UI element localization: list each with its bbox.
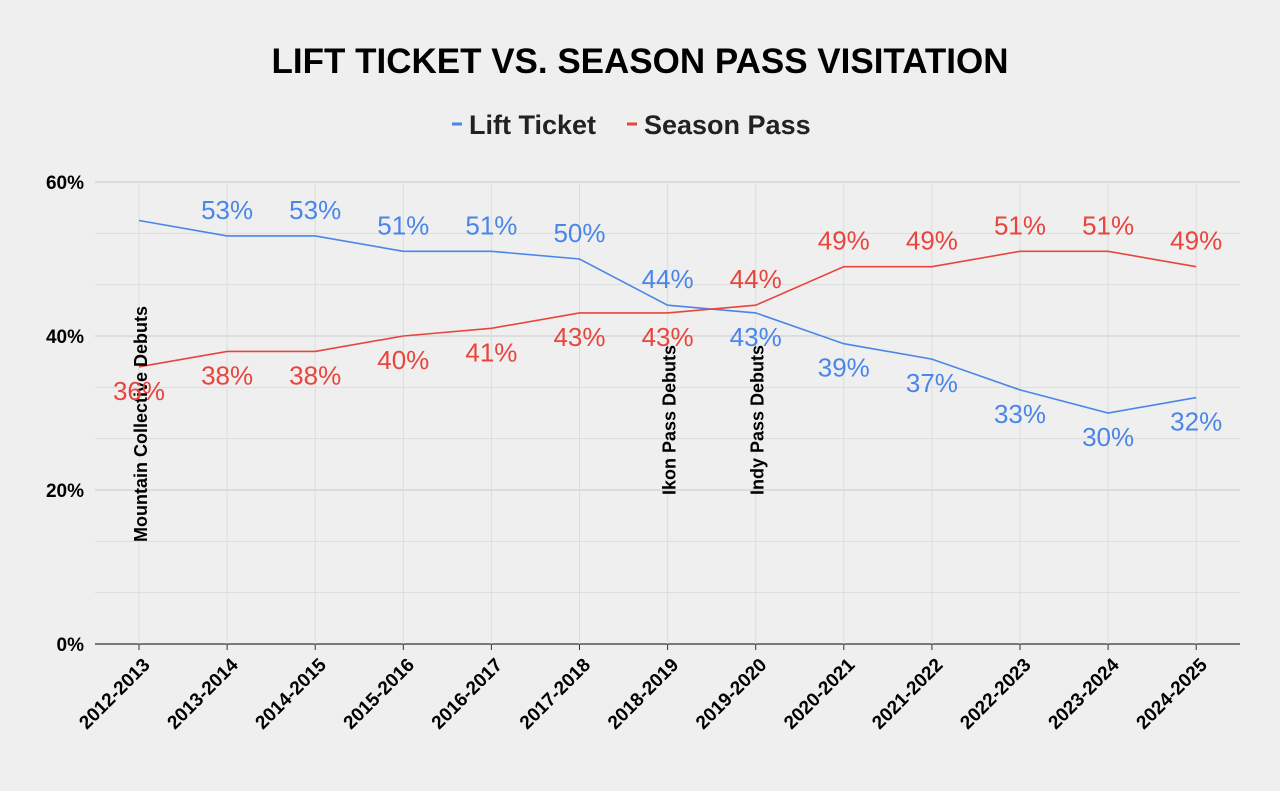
data-label: 37%	[906, 368, 958, 398]
data-label: 53%	[289, 195, 341, 225]
data-label: 43%	[730, 322, 782, 352]
data-label: 32%	[1170, 407, 1222, 437]
x-axis: 2012-2013 2013-2014 2014-2015 2015-2016 2016…	[75, 644, 1212, 734]
x-tick-label: 2019-2020	[692, 655, 771, 734]
y-axis: 0% 20% 40% 60%	[46, 173, 84, 656]
data-label: 51%	[465, 210, 517, 240]
data-label: 36%	[113, 376, 165, 406]
x-tick-label: 2023-2024	[1045, 654, 1124, 733]
data-label: 49%	[906, 226, 958, 256]
data-label: 50%	[553, 218, 605, 248]
data-label: 44%	[730, 264, 782, 294]
data-label: 43%	[553, 322, 605, 352]
annotation-label: Mountain Collective Debuts	[131, 306, 151, 542]
data-label: 53%	[201, 195, 253, 225]
annotation-label: Indy Pass Debuts	[748, 345, 768, 495]
data-label: 38%	[201, 360, 253, 390]
data-labels: 53% 53% 51% 51% 50% 44% 43% 39% 37% 33% 30% 32% 36% 3…	[113, 195, 1222, 452]
data-label: 43%	[642, 322, 694, 352]
x-tick-label: 2020-2021	[780, 654, 859, 733]
data-label: 51%	[1082, 210, 1134, 240]
legend: Lift Ticket Season Pass	[452, 110, 811, 140]
data-label: 40%	[377, 345, 429, 375]
annotation-label: Ikon Pass Debuts	[660, 345, 680, 495]
legend-label: Lift Ticket	[469, 110, 596, 140]
data-label: 51%	[994, 210, 1046, 240]
chart-title: LIFT TICKET VS. SEASON PASS VISITATION	[272, 42, 1009, 81]
x-tick-label: 2022-2023	[956, 655, 1035, 734]
x-tick-label: 2012-2013	[75, 655, 154, 734]
y-tick-label: 20%	[46, 481, 84, 502]
data-label: 33%	[994, 399, 1046, 429]
y-tick-label: 40%	[46, 327, 84, 348]
x-tick-label: 2016-2017	[428, 655, 507, 734]
series-line-lift-ticket	[138, 219, 1197, 414]
data-label: 38%	[289, 360, 341, 390]
legend-label: Season Pass	[644, 110, 811, 140]
y-tick-label: 0%	[57, 635, 85, 656]
data-label: 30%	[1082, 422, 1134, 452]
x-tick-label: 2021-2022	[868, 655, 947, 734]
data-label: 41%	[465, 337, 517, 367]
x-tick-label: 2018-2019	[604, 655, 683, 734]
x-tick-label: 2013-2014	[164, 654, 243, 733]
data-label: 49%	[818, 226, 870, 256]
series-line-season-pass	[138, 250, 1197, 368]
data-label: 49%	[1170, 226, 1222, 256]
series-lines	[138, 219, 1197, 414]
x-tick-label: 2024-2025	[1133, 654, 1212, 733]
x-tick-label: 2017-2018	[516, 655, 595, 734]
data-label: 51%	[377, 210, 429, 240]
data-label: 39%	[818, 353, 870, 383]
x-tick-label: 2014-2015	[252, 654, 331, 733]
data-label: 44%	[642, 264, 694, 294]
gridlines	[95, 181, 1240, 645]
annotations: Mountain Collective Debuts Ikon Pass Debu…	[131, 306, 768, 542]
x-tick-label: 2015-2016	[340, 655, 419, 734]
y-tick-label: 60%	[46, 173, 84, 194]
